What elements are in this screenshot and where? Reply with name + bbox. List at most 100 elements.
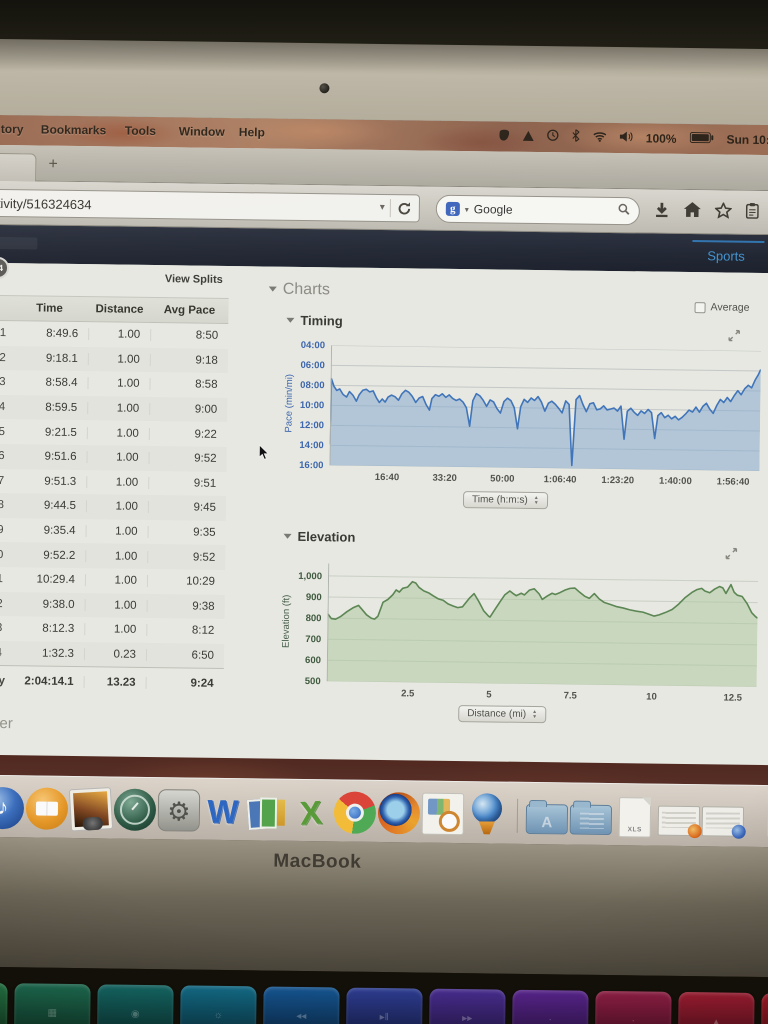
menu-item-tools[interactable]: Tools <box>124 123 157 139</box>
timing-x-selector[interactable]: Time (h:m:s) ▲ ▼ <box>462 491 548 510</box>
keyboard-key: ◂◂ <box>262 986 340 1024</box>
dock-icon-winminff[interactable] <box>657 793 701 844</box>
stepper-arrows-icon: ▲ ▼ <box>532 708 538 720</box>
elevation-chart: 500 600 700 800 900 1,000 2.5 5 7.5 10 12.5 <box>274 563 762 717</box>
average-checkbox[interactable] <box>694 301 706 313</box>
x-tick-label: 1:56:40 <box>716 476 750 488</box>
traveldoc-icon <box>421 792 465 836</box>
nav-active-indicator <box>692 240 765 243</box>
dock-icon-folderdocs[interactable] <box>569 792 613 843</box>
volume-icon[interactable] <box>619 129 633 147</box>
chrome-icon <box>333 791 377 834</box>
chevron-down-icon <box>268 286 277 292</box>
search-icon[interactable] <box>618 202 630 220</box>
keyboard-key: · <box>594 990 672 1024</box>
timing-plot-area[interactable] <box>329 345 762 471</box>
table-row: 9 9:35.4 1.00 9:35 <box>0 518 226 546</box>
googleearth-icon <box>466 793 509 836</box>
dock-icon-traveldoc[interactable] <box>421 790 465 841</box>
dock-icon-photos[interactable] <box>68 785 114 836</box>
dock-icon-firefox[interactable] <box>377 789 421 840</box>
dock-icon-folderapps[interactable]: A <box>525 791 569 842</box>
nav-item-sports[interactable]: Sports <box>707 248 745 264</box>
x-tick-label: 10 <box>646 691 657 703</box>
dock-icon-ibooks[interactable] <box>25 784 69 835</box>
column-header: Distance <box>95 303 144 316</box>
dock-icon-word[interactable]: W <box>202 787 245 838</box>
menu-item-help[interactable]: Help <box>238 125 265 140</box>
dock-icon-xlsfile[interactable]: XLS <box>614 792 657 843</box>
menu-status-area: 100% Sun 10:50 AM <box>498 121 768 155</box>
elevation-x-selector[interactable]: Distance (mi) ▲ ▼ <box>458 705 547 724</box>
keyboard-key: ▾ <box>760 993 768 1024</box>
elevation-plot-area[interactable] <box>326 563 759 687</box>
reload-button[interactable] <box>397 201 412 221</box>
reading-list-icon[interactable] <box>745 202 759 223</box>
play-triangle-icon[interactable] <box>522 128 534 146</box>
browser-tab[interactable] <box>0 152 37 182</box>
average-toggle[interactable]: Average <box>694 301 750 314</box>
search-engine-label: Google <box>473 202 513 217</box>
keyboard-key: ☼ <box>179 985 257 1024</box>
battery-percentage: 100% <box>645 131 677 146</box>
x-tick-label: 1:06:40 <box>543 474 577 486</box>
expand-elevation-icon[interactable] <box>725 547 738 565</box>
activity-page: 14 View Splits Time Distance Avg Pace 1 8:49… <box>0 256 768 766</box>
url-bar[interactable]: tivity/516324634 ▾ <box>0 188 421 223</box>
dock: W X A XLS <box>0 784 745 844</box>
webcam-icon <box>319 83 330 94</box>
x-tick-label: 16:40 <box>374 471 400 484</box>
site-logo <box>0 236 38 250</box>
laptop-screen: tory Bookmarks Tools Window Help 100% Su… <box>0 114 768 848</box>
dock-icon-itunes[interactable] <box>0 784 25 835</box>
downloads-icon[interactable] <box>654 201 670 222</box>
dock-divider <box>510 791 525 841</box>
bookmark-star-icon[interactable] <box>714 200 733 223</box>
view-splits-link[interactable]: View Splits <box>164 273 223 286</box>
wifi-icon[interactable] <box>593 129 607 147</box>
table-row: 14 1:32.3 0.23 6:50 <box>0 640 225 669</box>
dock-icon-winminweb[interactable] <box>701 793 745 844</box>
menu-clock[interactable]: Sun 10:50 AM <box>726 132 768 148</box>
search-box[interactable]: g ▾ Google <box>435 194 641 226</box>
table-row: 11 10:29.4 1.00 10:29 <box>0 567 226 595</box>
bluetooth-icon[interactable] <box>572 128 580 146</box>
ibooks-icon <box>25 787 69 830</box>
folderdocs-icon <box>569 804 613 836</box>
dock-icon-officedocs[interactable] <box>245 787 289 838</box>
url-text: tivity/516324634 <box>0 195 92 212</box>
dock-icon-timemachine[interactable] <box>113 786 157 837</box>
itunes-icon <box>0 786 25 830</box>
evernote-icon[interactable] <box>498 127 510 145</box>
y-tick-label: 04:00 <box>300 339 326 352</box>
next-section-fragment: her <box>0 714 13 733</box>
home-icon[interactable] <box>683 202 701 222</box>
elevation-chart-title[interactable]: Elevation <box>283 529 355 545</box>
charts-section-title[interactable]: Charts <box>268 281 330 300</box>
timemachine-icon <box>113 788 157 832</box>
menu-item-bookmarks[interactable]: Bookmarks <box>40 122 107 138</box>
expand-timing-icon[interactable] <box>728 329 740 347</box>
chevron-down-icon <box>283 533 292 539</box>
dock-icon-excel[interactable]: X <box>290 788 333 839</box>
elevation-x-axis: 2.5 5 7.5 10 12.5 <box>327 687 757 703</box>
url-dropdown-icon[interactable]: ▾ <box>379 201 385 214</box>
x-tick-label: 33:20 <box>432 472 457 484</box>
timing-chart-title[interactable]: Timing <box>286 313 343 328</box>
dock-icon-googleearth[interactable] <box>466 790 509 841</box>
winminff-icon <box>657 805 701 837</box>
dock-icon-sysprefs[interactable] <box>157 786 201 837</box>
chevron-down-icon <box>286 317 295 323</box>
time-machine-icon[interactable] <box>547 128 559 146</box>
new-tab-button[interactable]: + <box>48 155 58 173</box>
column-header: Time <box>36 302 63 315</box>
menu-item-window[interactable]: Window <box>178 124 225 139</box>
table-row: 10 9:52.2 1.00 9:52 <box>0 542 226 570</box>
search-engine-dropdown-icon[interactable]: ▾ <box>464 204 469 214</box>
macbook-laptop: tory Bookmarks Tools Window Help 100% Su… <box>0 38 768 1024</box>
battery-icon[interactable] <box>689 130 714 148</box>
browser-toolbar-icons: ▾ <box>654 198 768 228</box>
menu-item-history[interactable]: tory <box>0 121 24 137</box>
keyboard-key: ≡ <box>0 982 8 1024</box>
dock-icon-chrome[interactable] <box>333 788 377 839</box>
